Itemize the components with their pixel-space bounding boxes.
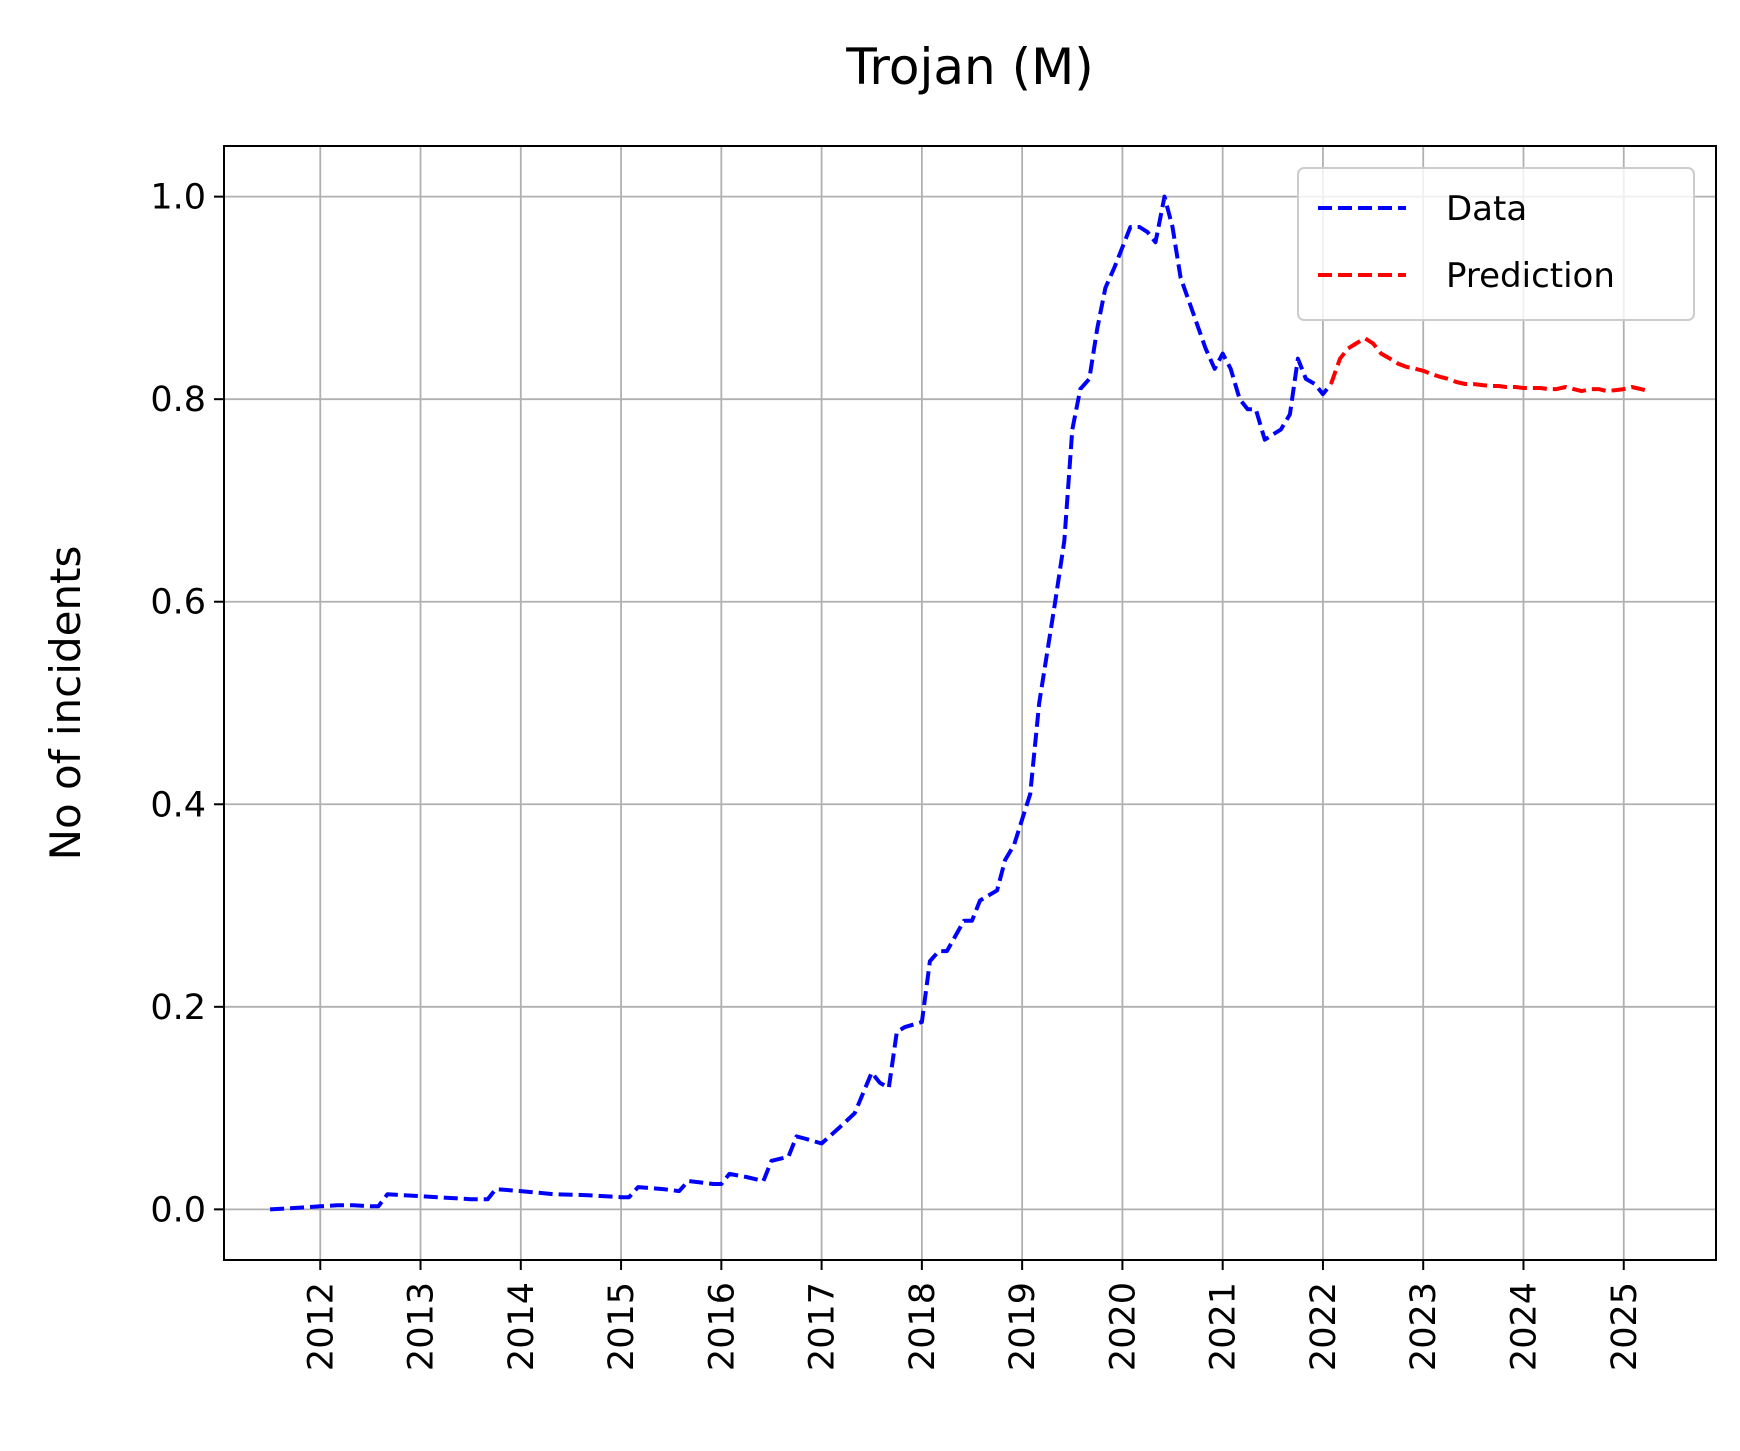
x-axis-ticks: 2012 2013 2014 2015 2016 2017 2018 2019 2020 2021… bbox=[301, 1260, 1645, 1371]
y-tick-label: 0.0 bbox=[150, 1190, 206, 1230]
axes-frame bbox=[223, 145, 1717, 1261]
y-axis-label: No of incidents bbox=[41, 546, 90, 861]
y-tick-label: 0.4 bbox=[150, 785, 206, 825]
y-tick-label: 0.2 bbox=[150, 988, 206, 1028]
x-tick-label: 2017 bbox=[803, 1282, 843, 1371]
y-tick-label: 0.8 bbox=[150, 380, 206, 420]
x-tick-label: 2015 bbox=[602, 1282, 642, 1371]
x-tick-label: 2018 bbox=[903, 1282, 943, 1371]
x-tick-label: 2012 bbox=[301, 1282, 341, 1371]
x-tick-label: 2024 bbox=[1504, 1282, 1544, 1371]
legend: Data Prediction bbox=[1297, 167, 1695, 321]
x-tick-label: 2023 bbox=[1404, 1282, 1444, 1371]
y-tick-label: 0.6 bbox=[150, 583, 206, 623]
x-tick-label: 2016 bbox=[702, 1282, 742, 1371]
x-tick-label: 2021 bbox=[1204, 1282, 1244, 1371]
x-tick-label: 2025 bbox=[1605, 1282, 1645, 1371]
legend-label-prediction: Prediction bbox=[1446, 256, 1615, 296]
y-axis-ticks: 0.0 0.2 0.4 0.6 0.8 1.0 bbox=[150, 178, 224, 1230]
series-line-prediction bbox=[1329, 336, 1650, 394]
series-lines bbox=[269, 194, 1650, 1212]
x-tick-label: 2020 bbox=[1103, 1282, 1143, 1371]
x-tick-label: 2019 bbox=[1003, 1282, 1043, 1371]
legend-label-data: Data bbox=[1446, 189, 1527, 229]
x-tick-label: 2022 bbox=[1304, 1282, 1344, 1371]
chart-title: Trojan (M) bbox=[845, 38, 1094, 96]
series-line-data bbox=[269, 194, 1333, 1212]
legend-box bbox=[1297, 167, 1695, 321]
x-tick-label: 2014 bbox=[502, 1282, 542, 1371]
y-tick-label: 1.0 bbox=[150, 178, 206, 218]
x-tick-label: 2013 bbox=[402, 1282, 442, 1371]
